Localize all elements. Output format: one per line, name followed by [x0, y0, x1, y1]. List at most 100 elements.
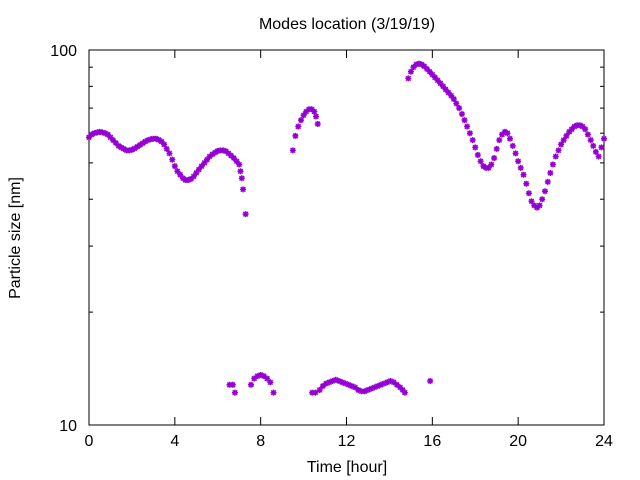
x-tick-label: 8 — [256, 433, 265, 450]
data-point — [257, 371, 264, 378]
data-point — [458, 111, 465, 118]
data-point — [496, 137, 503, 144]
data-point — [319, 383, 326, 390]
data-point — [326, 379, 333, 386]
data-point — [171, 163, 178, 170]
data-point — [102, 130, 109, 137]
data-point — [342, 380, 349, 387]
data-point — [371, 384, 378, 391]
y-axis-label: Particle size [nm] — [7, 177, 24, 299]
data-point — [528, 198, 535, 205]
data-point — [309, 389, 316, 396]
x-axis-label: Time [hour] — [307, 459, 387, 476]
data-point — [134, 143, 141, 150]
data-point — [225, 150, 232, 157]
data-point — [469, 137, 476, 144]
data-point — [248, 381, 255, 388]
data-point — [289, 147, 296, 154]
data-point — [501, 128, 508, 135]
data-point — [237, 168, 244, 175]
plot-border — [88, 49, 605, 426]
data-point — [332, 376, 339, 383]
data-point — [568, 126, 575, 133]
data-point — [158, 138, 165, 145]
data-point — [434, 77, 441, 84]
data-point — [91, 130, 98, 137]
data-point — [431, 74, 438, 81]
data-point — [303, 108, 310, 115]
data-point — [423, 65, 430, 72]
data-point — [120, 145, 127, 152]
data-point — [169, 156, 176, 163]
data-point — [112, 139, 119, 146]
data-point — [523, 180, 530, 187]
data-point — [445, 89, 452, 96]
data-point — [316, 386, 323, 393]
data-point — [560, 137, 567, 144]
data-point — [230, 155, 237, 162]
data-point — [361, 388, 368, 395]
x-axis-ticks: 0 4 8 12 16 20 24 — [85, 50, 613, 450]
data-point — [558, 141, 565, 148]
data-point — [598, 144, 605, 151]
data-point — [539, 196, 546, 203]
data-point — [413, 61, 420, 68]
data-point — [512, 150, 519, 157]
data-point — [416, 60, 423, 67]
data-point — [161, 141, 168, 148]
data-point — [190, 173, 197, 180]
data-point — [254, 373, 261, 380]
data-point — [228, 152, 235, 159]
data-point — [118, 144, 125, 151]
data-point — [300, 112, 307, 119]
data-point — [314, 120, 321, 127]
data-point — [233, 158, 240, 165]
y-axis-ticks: 10 100 — [50, 43, 604, 435]
data-point — [298, 117, 305, 124]
data-point — [364, 386, 371, 393]
data-point — [566, 128, 573, 135]
data-point — [229, 381, 236, 388]
data-point — [206, 153, 213, 160]
data-points — [86, 60, 607, 396]
chart-title: Modes location (3/19/19) — [259, 16, 435, 33]
data-point — [381, 380, 388, 387]
data-point — [541, 188, 548, 195]
data-point — [601, 135, 607, 142]
data-point — [499, 131, 506, 138]
data-point — [450, 96, 457, 103]
data-point — [251, 375, 258, 382]
data-point — [427, 378, 434, 385]
data-point — [466, 130, 473, 137]
data-point — [110, 137, 117, 144]
data-point — [177, 171, 184, 178]
x-tick-label: 12 — [338, 433, 356, 450]
data-point — [576, 122, 583, 129]
data-point — [231, 389, 238, 396]
data-point — [142, 138, 149, 145]
data-point — [104, 131, 111, 138]
data-point — [549, 161, 556, 168]
data-point — [292, 132, 299, 139]
data-point — [563, 132, 570, 139]
data-point — [107, 134, 114, 141]
data-point — [308, 106, 315, 113]
data-point — [401, 389, 408, 396]
data-point — [584, 131, 591, 138]
data-point — [329, 378, 336, 385]
data-point — [99, 129, 106, 136]
data-point — [323, 380, 330, 387]
data-point — [264, 375, 271, 382]
data-point — [534, 204, 541, 211]
data-point — [536, 202, 543, 209]
data-point — [368, 385, 375, 392]
data-point — [187, 175, 194, 182]
data-point — [145, 137, 152, 144]
data-point — [507, 135, 514, 142]
data-point — [312, 389, 319, 396]
data-point — [485, 164, 492, 171]
data-point — [509, 142, 516, 149]
data-point — [358, 388, 365, 395]
data-point — [313, 113, 320, 120]
data-point — [174, 168, 181, 175]
